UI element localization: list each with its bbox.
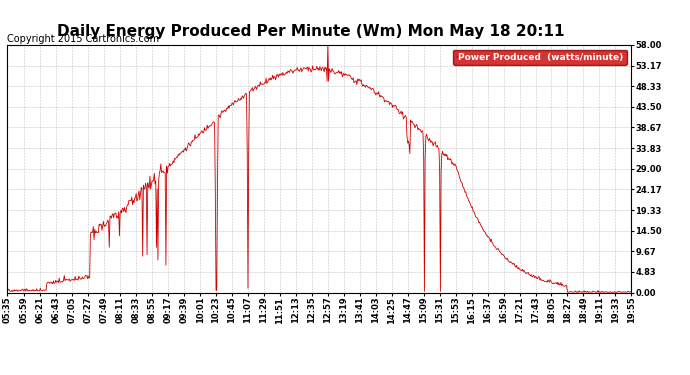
Text: Copyright 2015 Cartronics.com: Copyright 2015 Cartronics.com [7, 34, 159, 44]
Text: Daily Energy Produced Per Minute (Wm) Mon May 18 20:11: Daily Energy Produced Per Minute (Wm) Mo… [57, 24, 564, 39]
Legend: Power Produced  (watts/minute): Power Produced (watts/minute) [453, 50, 627, 65]
